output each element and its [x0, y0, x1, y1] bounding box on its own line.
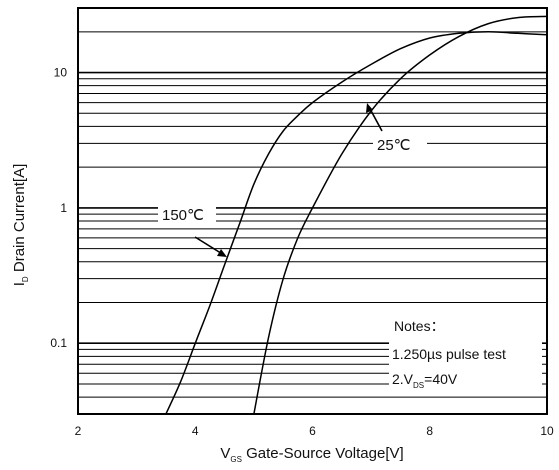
- notes-title: Notes：: [394, 318, 445, 334]
- x-tick-label: 4: [192, 424, 199, 438]
- curve-label-150c-arrowhead: [217, 249, 227, 257]
- curve-label-25c: 25℃: [366, 103, 427, 155]
- grid-lines: [78, 31, 547, 398]
- curve-label-150c-text: 150℃: [162, 207, 204, 224]
- x-tick-label: 2: [75, 424, 82, 438]
- curve-label-25c-arrow: [368, 106, 383, 132]
- y-axis-label: ID Drain Current[A]: [11, 164, 30, 287]
- notes-box: Notes： 1.250µs pulse test 2.VDS=40V: [389, 314, 542, 394]
- plot-frame: [77, 7, 548, 415]
- notes-line-2: 2.VDS=40V: [392, 371, 458, 390]
- curve-150c: [165, 31, 548, 415]
- y-tick-label: 0.1: [50, 336, 67, 350]
- curve-label-150c-bg: [158, 203, 216, 225]
- curve-label-150c-arrow: [194, 236, 225, 256]
- notes-bg: [389, 314, 542, 394]
- y-tick-label: 10: [54, 66, 68, 80]
- curve-label-25c-text: 25℃: [377, 137, 411, 154]
- notes-line-1: 1.250µs pulse test: [392, 346, 506, 362]
- curve-label-25c-bg: [373, 133, 427, 155]
- curve-label-150c: 150℃: [158, 203, 227, 257]
- curve-label-25c-arrowhead: [366, 103, 373, 113]
- x-tick-label: 6: [309, 424, 316, 438]
- x-tick-label: 8: [426, 424, 433, 438]
- tick-labels: 2 4 6 8 10 0.1 1 10: [50, 66, 554, 438]
- x-tick-label: 10: [540, 424, 554, 438]
- y-tick-label: 1: [60, 201, 67, 215]
- x-axis-label: VGS Gate-Source Voltage[V]: [220, 445, 403, 464]
